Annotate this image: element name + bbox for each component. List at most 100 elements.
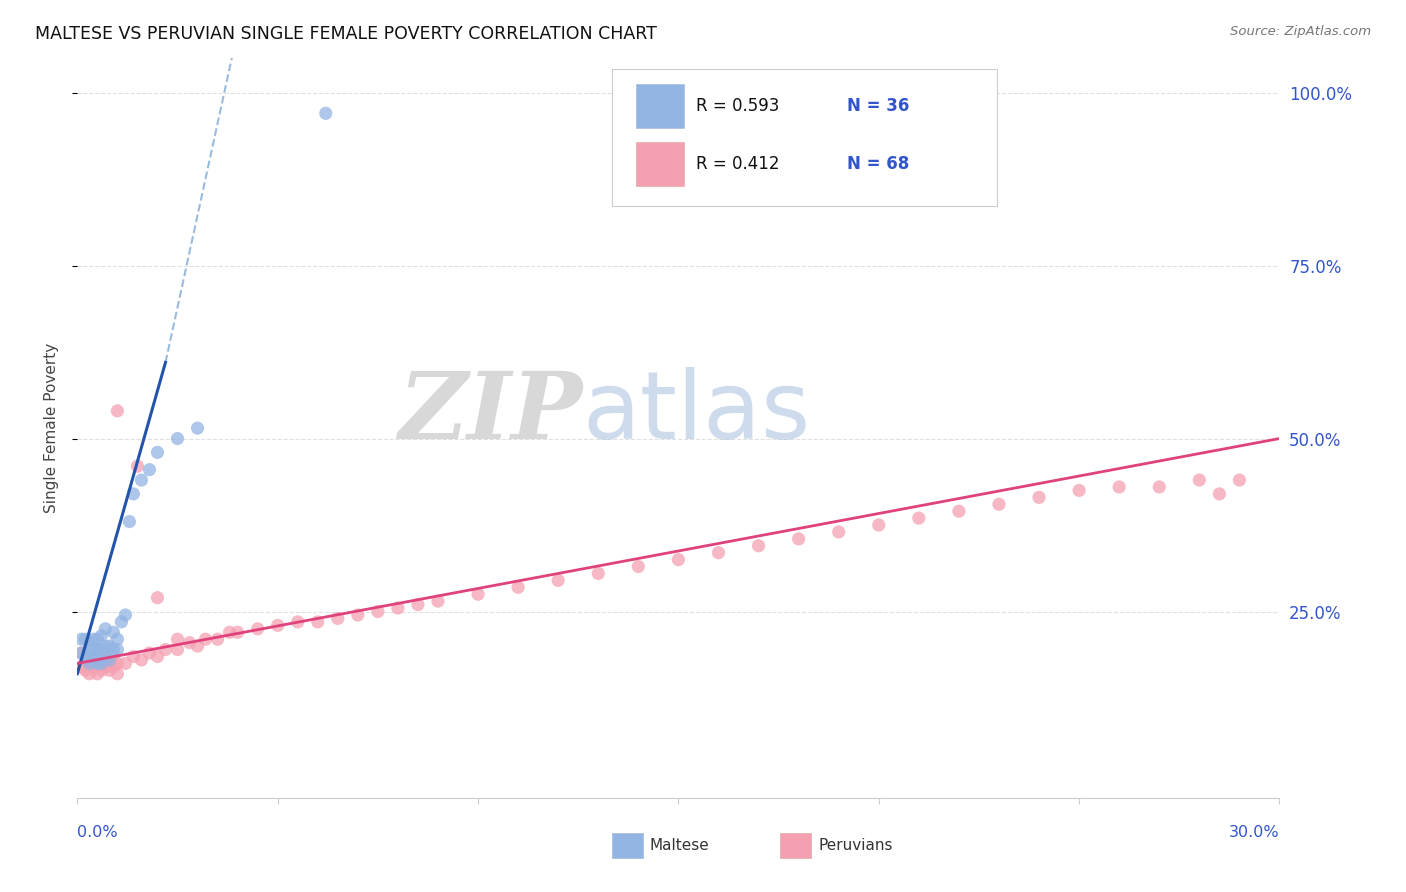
Point	[326, 611, 349, 625]
Point	[146, 649, 169, 664]
Point	[367, 605, 389, 619]
Point	[110, 615, 132, 629]
Point	[1069, 483, 1091, 498]
Point	[307, 615, 329, 629]
Point	[75, 663, 97, 677]
Point	[82, 632, 104, 647]
Point	[107, 666, 129, 681]
Point	[1208, 487, 1230, 501]
Point	[146, 591, 169, 605]
Point	[86, 666, 108, 681]
Point	[82, 653, 104, 667]
Point	[82, 642, 104, 657]
Point	[131, 653, 153, 667]
Text: N = 68: N = 68	[846, 155, 908, 173]
Point	[114, 657, 136, 671]
Point	[467, 587, 489, 601]
Point	[98, 639, 121, 653]
Point	[226, 625, 249, 640]
Point	[94, 622, 117, 636]
Point	[98, 663, 121, 677]
Point	[122, 649, 145, 664]
Point	[122, 487, 145, 501]
Text: R = 0.412: R = 0.412	[696, 155, 780, 173]
Point	[79, 635, 101, 649]
Point	[103, 642, 125, 657]
Point	[138, 646, 160, 660]
Point	[90, 657, 112, 671]
Point	[1028, 491, 1050, 505]
Text: Source: ZipAtlas.com: Source: ZipAtlas.com	[1230, 25, 1371, 38]
Point	[387, 601, 409, 615]
Point	[75, 632, 97, 647]
Point	[90, 642, 112, 657]
FancyBboxPatch shape	[637, 84, 685, 128]
Point	[1108, 480, 1130, 494]
Point	[79, 657, 101, 671]
Point	[94, 639, 117, 653]
Point	[70, 632, 93, 647]
Point	[103, 649, 125, 664]
Text: Peruvians: Peruvians	[818, 838, 893, 853]
Point	[267, 618, 290, 632]
Point	[347, 607, 370, 622]
Point	[138, 463, 160, 477]
Point	[94, 649, 117, 664]
Text: Maltese: Maltese	[650, 838, 709, 853]
Text: MALTESE VS PERUVIAN SINGLE FEMALE POVERTY CORRELATION CHART: MALTESE VS PERUVIAN SINGLE FEMALE POVERT…	[35, 25, 657, 43]
Point	[70, 646, 93, 660]
Text: R = 0.593: R = 0.593	[696, 97, 780, 115]
Point	[79, 642, 101, 657]
Point	[787, 532, 810, 546]
Point	[508, 580, 530, 594]
Y-axis label: Single Female Poverty: Single Female Poverty	[44, 343, 59, 513]
Point	[127, 459, 149, 474]
Point	[427, 594, 450, 608]
Point	[107, 657, 129, 671]
Point	[75, 653, 97, 667]
Point	[86, 649, 108, 664]
Point	[75, 649, 97, 664]
Point	[1188, 473, 1211, 487]
Text: atlas: atlas	[582, 368, 810, 459]
Point	[131, 473, 153, 487]
Point	[90, 629, 112, 643]
Point	[82, 649, 104, 664]
Point	[155, 642, 177, 657]
Point	[166, 642, 188, 657]
Point	[90, 653, 112, 667]
Point	[588, 566, 610, 581]
Point	[98, 657, 121, 671]
Point	[107, 404, 129, 418]
Point	[1229, 473, 1251, 487]
Text: N = 36: N = 36	[846, 97, 910, 115]
Point	[246, 622, 269, 636]
Point	[118, 515, 141, 529]
Point	[103, 625, 125, 640]
Point	[70, 646, 93, 660]
Point	[103, 660, 125, 674]
Point	[1149, 480, 1171, 494]
Point	[86, 632, 108, 647]
Point	[82, 660, 104, 674]
Point	[107, 642, 129, 657]
Point	[406, 598, 429, 612]
Point	[107, 632, 129, 647]
Point	[86, 657, 108, 671]
Point	[166, 632, 188, 647]
Point	[748, 539, 770, 553]
Point	[90, 663, 112, 677]
Point	[86, 642, 108, 657]
Point	[94, 660, 117, 674]
Text: 30.0%: 30.0%	[1229, 825, 1279, 840]
Point	[98, 653, 121, 667]
Point	[627, 559, 650, 574]
Point	[166, 432, 188, 446]
Point	[828, 524, 851, 539]
Point	[988, 497, 1011, 511]
Point	[187, 421, 209, 435]
Point	[94, 649, 117, 664]
Point	[187, 639, 209, 653]
Point	[70, 660, 93, 674]
Point	[179, 635, 201, 649]
